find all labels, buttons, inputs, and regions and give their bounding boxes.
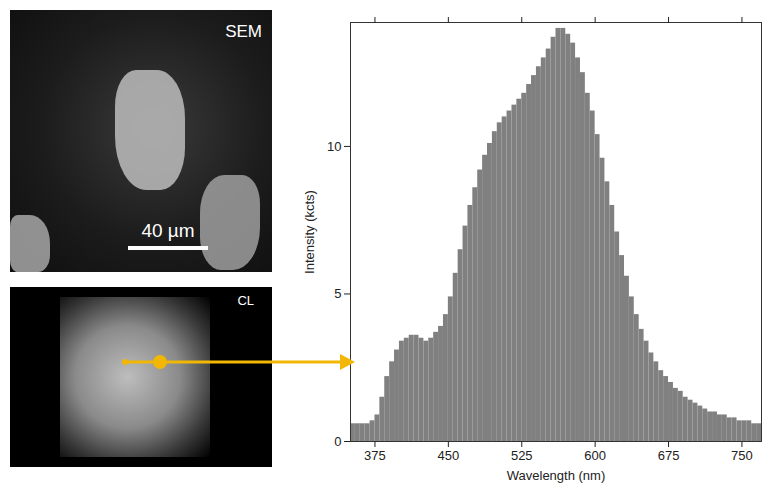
svg-text:5: 5 [334,286,341,301]
svg-text:600: 600 [584,448,606,463]
html-text:40 µm: 40 µm [141,220,195,241]
svg-text:Intensity (kcts): Intensity (kcts) [302,190,317,274]
svg-text:450: 450 [438,448,460,463]
svg-text:375: 375 [364,448,386,463]
html-text:CL: CL [237,293,254,308]
svg-text:675: 675 [658,448,680,463]
svg-text:750: 750 [731,448,753,463]
svg-text:525: 525 [511,448,533,463]
svg-text:10: 10 [327,139,341,154]
html-text:SEM: SEM [225,22,262,41]
svg-text:Wavelength (nm): Wavelength (nm) [507,468,606,483]
svg-text:0: 0 [334,434,341,449]
